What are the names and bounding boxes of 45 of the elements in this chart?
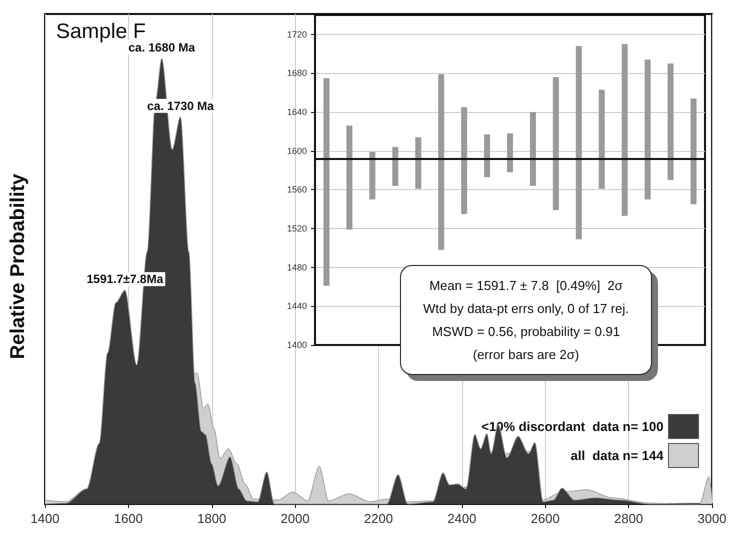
annotation: MSWD = 0.56, probability = 0.91 bbox=[431, 323, 621, 341]
bar bbox=[392, 147, 398, 186]
bar bbox=[346, 126, 352, 230]
bar bbox=[461, 107, 468, 214]
bar bbox=[438, 74, 444, 250]
y-tick-label: 1600 bbox=[286, 146, 307, 156]
x-tick-label: 1800 bbox=[197, 511, 226, 526]
x-tick-label: 2200 bbox=[364, 511, 393, 526]
x-tick-label: 2000 bbox=[280, 511, 310, 526]
y-tick-label: 1720 bbox=[286, 29, 307, 40]
y-tick-label: 1400 bbox=[286, 340, 307, 350]
x-tick-label: 2400 bbox=[447, 511, 476, 526]
x-tick-label: 1600 bbox=[114, 511, 143, 526]
y-axis-title: Relative Probability bbox=[7, 172, 29, 360]
bar bbox=[644, 60, 651, 200]
bar bbox=[622, 44, 628, 216]
y-tick-label: 1520 bbox=[286, 224, 307, 234]
bar bbox=[552, 77, 559, 210]
legend-label: all data n= 144 bbox=[570, 448, 664, 463]
y-tick-label: 1480 bbox=[286, 262, 307, 272]
x-tick-label: 1400 bbox=[30, 511, 60, 526]
y-tick-label: 1440 bbox=[286, 301, 307, 312]
annotation: (error bars are 2σ) bbox=[472, 346, 580, 364]
y-tick-label: 1640 bbox=[286, 107, 307, 118]
chart-title: Sample F bbox=[56, 20, 146, 43]
bar bbox=[668, 64, 674, 180]
bar bbox=[323, 78, 330, 286]
bar bbox=[530, 112, 536, 186]
x-tick-label: 2600 bbox=[530, 511, 560, 526]
bar bbox=[690, 98, 697, 204]
bar bbox=[598, 90, 605, 189]
annotation: Wtd by data-pt errs only, 0 of 17 rej. bbox=[422, 300, 630, 318]
x-tick-label: 3000 bbox=[698, 511, 726, 526]
annotation: Mean = 1591.7 ± 7.8 [0.49%] 2σ bbox=[428, 277, 624, 295]
annotation: ca. 1680 Ma bbox=[128, 40, 196, 55]
x-tick-label: 2800 bbox=[614, 511, 644, 526]
bar bbox=[415, 137, 422, 189]
bar bbox=[576, 46, 582, 240]
bar bbox=[484, 134, 490, 178]
annotation: 1591.7±7.8Ma bbox=[86, 272, 164, 286]
y-tick-label: 1680 bbox=[286, 68, 307, 78]
annotation: ca. 1730 Ma bbox=[147, 98, 214, 113]
bar bbox=[507, 133, 513, 172]
bar bbox=[369, 152, 376, 200]
y-tick-label: 1560 bbox=[286, 184, 307, 195]
